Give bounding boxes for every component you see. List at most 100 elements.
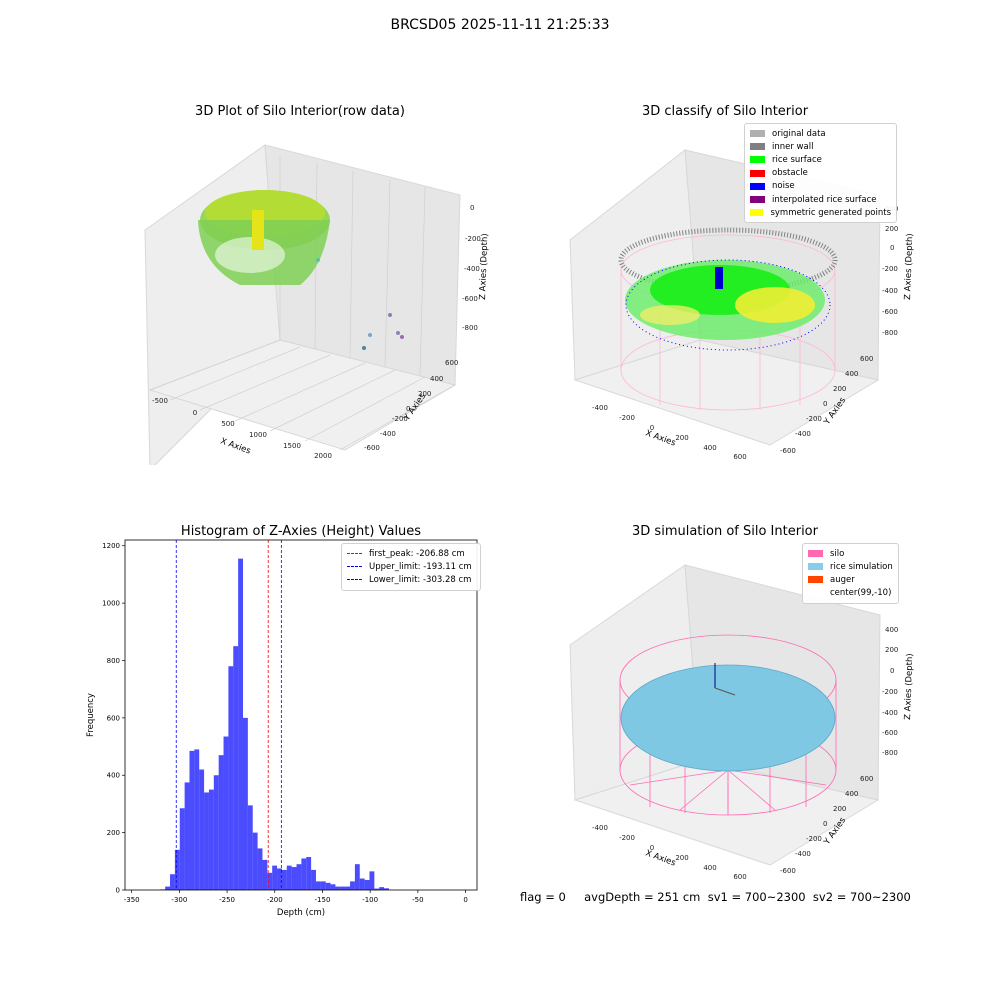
svg-text:-200: -200 — [619, 834, 635, 842]
svg-text:-600: -600 — [462, 295, 478, 303]
x-tick-label: -250 — [219, 896, 235, 904]
svg-text:600: 600 — [445, 359, 458, 367]
legend-item-lower-limit: Lower_limit: -303.28 cm — [347, 573, 475, 586]
histogram-vlines — [175, 540, 282, 890]
panel4-yticks: 600 400 200 0 -200 -400 -600 — [780, 775, 873, 875]
histogram-bar — [277, 868, 282, 890]
legend-item-inner-wall: inner wall — [750, 140, 891, 153]
svg-text:600: 600 — [733, 873, 746, 881]
svg-text:0: 0 — [890, 244, 894, 252]
panel1-grid — [149, 155, 456, 451]
svg-text:-200: -200 — [465, 235, 481, 243]
y-tick-label: 1200 — [102, 542, 120, 550]
histogram-bar — [204, 792, 209, 890]
panel1-3d-plot: -500 0 500 1000 1500 2000 X Axies 600 40… — [144, 144, 490, 465]
histogram-bar — [170, 874, 175, 890]
y-tick-label: 600 — [107, 714, 120, 722]
svg-text:-400: -400 — [882, 709, 898, 717]
histogram-bar — [320, 881, 326, 890]
svg-text:1500: 1500 — [283, 442, 301, 450]
legend-item-upper-limit: Upper_limit: -193.11 cm — [347, 560, 475, 573]
svg-text:0: 0 — [823, 400, 827, 408]
svg-text:-400: -400 — [882, 287, 898, 295]
legend-item-rice-simulation: rice simulation — [808, 560, 893, 573]
panel2-zlabel: Z Axies (Depth) — [903, 233, 915, 300]
y-tick-label: 800 — [107, 657, 120, 665]
histogram-bar — [281, 869, 287, 890]
histogram-bar — [252, 832, 258, 890]
histogram-axes: -350 -300 -250 -200 -150 -100 -50 0 0 200 400 600 80… — [102, 539, 478, 904]
histogram-bar — [311, 869, 316, 890]
legend-item-first-peak: first_peak: -206.88 cm — [347, 547, 475, 560]
x-tick-label: -150 — [315, 896, 331, 904]
panel2-legend: original data inner wall rice surface ob… — [744, 123, 897, 224]
svg-text:200: 200 — [675, 434, 688, 442]
svg-text:0: 0 — [193, 409, 197, 417]
svg-text:-200: -200 — [619, 414, 635, 422]
svg-text:200: 200 — [885, 646, 898, 654]
svg-text:400: 400 — [845, 790, 858, 798]
histogram-bar — [233, 646, 239, 890]
histogram-bar — [174, 849, 180, 890]
svg-text:-600: -600 — [780, 867, 796, 875]
histogram-bar — [218, 755, 224, 890]
histogram-bar — [267, 872, 273, 890]
figure-title: BRCSD05 2025-11-11 21:25:33 — [390, 17, 610, 33]
histogram-bar — [369, 871, 375, 890]
svg-text:200: 200 — [675, 854, 688, 862]
svg-text:0: 0 — [406, 405, 410, 413]
histogram-bar — [179, 808, 185, 890]
histogram-bar — [199, 769, 205, 890]
svg-text:-400: -400 — [592, 824, 608, 832]
svg-text:-800: -800 — [462, 324, 478, 332]
panel4-rice-surface — [620, 663, 836, 772]
x-tick-label: -50 — [412, 896, 423, 904]
panel2-classified-points — [618, 227, 838, 351]
histogram-bar — [384, 888, 389, 890]
svg-text:-200: -200 — [806, 415, 822, 423]
svg-text:-500: -500 — [152, 397, 168, 405]
svg-text:-800: -800 — [882, 329, 898, 337]
svg-text:-200: -200 — [806, 835, 822, 843]
histogram-bar — [379, 887, 385, 890]
panel4-3d-plot: -400 -200 0 200 400 600 X Axies 600 400 … — [569, 564, 915, 881]
histogram-bar — [315, 881, 321, 890]
svg-text:0: 0 — [650, 424, 654, 432]
svg-text:200: 200 — [833, 385, 846, 393]
y-tick-label: 400 — [107, 772, 120, 780]
svg-text:600: 600 — [860, 355, 873, 363]
panel1-yticks: 600 400 200 0 -200 -400 -600 — [364, 359, 458, 452]
y-tick-label: 200 — [107, 829, 120, 837]
svg-text:2000: 2000 — [314, 452, 332, 460]
y-tick-label: 1000 — [102, 600, 120, 608]
histogram-bar — [257, 848, 263, 890]
legend-item-center: center(99,-10) — [808, 587, 893, 600]
panel2-title: 3D classify of Silo Interior — [641, 104, 809, 119]
legend-item-silo: silo — [808, 547, 893, 560]
svg-text:200: 200 — [885, 225, 898, 233]
svg-text:400: 400 — [703, 444, 716, 452]
status-footer: flag = 0 avgDepth = 251 cm sv1 = 700~230… — [520, 890, 911, 904]
histogram-bar — [306, 857, 312, 890]
legend-item-interpolated: interpolated rice surface — [750, 193, 891, 206]
svg-text:200: 200 — [418, 390, 431, 398]
histogram-title: Histogram of Z-Axies (Height) Values — [180, 524, 422, 539]
histogram-bar — [247, 805, 253, 890]
svg-text:400: 400 — [845, 370, 858, 378]
histogram-bar — [350, 881, 355, 890]
svg-text:400: 400 — [885, 626, 898, 634]
panel2-xticks: -400 -200 0 200 400 600 — [592, 404, 747, 461]
legend-item-original-data: original data — [750, 127, 891, 140]
histogram-bar — [228, 666, 234, 890]
histogram-bar — [325, 882, 331, 890]
histogram-chart: -350 -300 -250 -200 -150 -100 -50 0 0 200 400 600 80… — [86, 539, 478, 918]
svg-text:-200: -200 — [882, 688, 898, 696]
histogram-bar — [184, 782, 190, 890]
svg-text:-600: -600 — [882, 308, 898, 316]
histogram-bar — [359, 878, 365, 890]
histogram-bar — [243, 717, 248, 890]
svg-text:0: 0 — [470, 204, 474, 212]
svg-text:-400: -400 — [464, 265, 480, 273]
svg-text:0: 0 — [890, 667, 894, 675]
panel2-zticks: 400 200 0 -200 -400 -600 -800 — [882, 205, 898, 337]
